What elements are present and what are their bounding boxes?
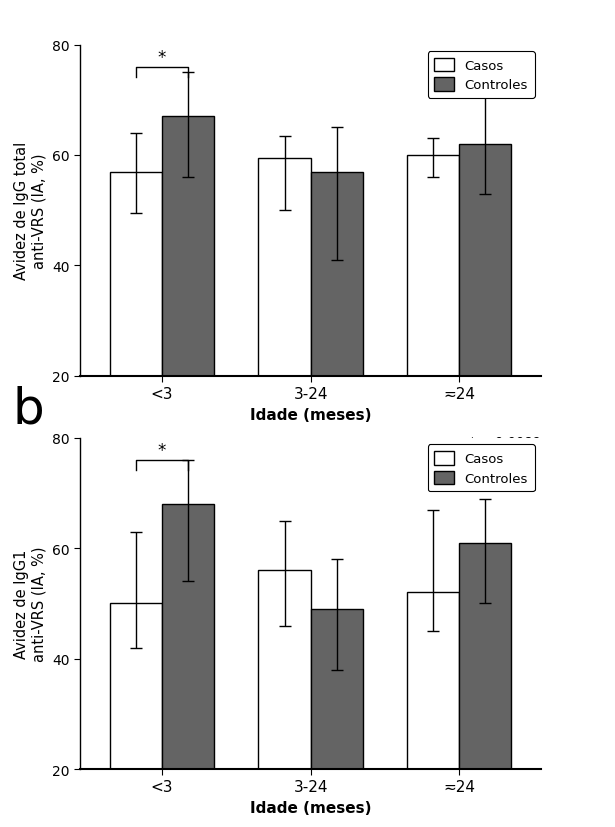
Text: *p=0,0089: *p=0,0089 [469,436,541,449]
Y-axis label: Avidez de IgG total
anti-VRS (IA, %): Avidez de IgG total anti-VRS (IA, %) [14,142,46,280]
Bar [459,145,512,376]
Bar [311,172,363,376]
Text: *: * [157,442,166,459]
X-axis label: Idade (meses): Idade (meses) [250,800,371,815]
Bar [258,159,311,376]
Text: b: b [12,385,44,433]
Bar [407,593,459,769]
Text: *: * [157,49,166,66]
Bar [162,117,214,376]
Bar [311,609,363,769]
Bar [407,155,459,376]
Legend: Casos, Controles: Casos, Controles [427,445,534,492]
Bar [109,604,162,769]
Bar [258,571,311,769]
Bar [162,504,214,769]
Bar [459,543,512,769]
X-axis label: Idade (meses): Idade (meses) [250,407,371,423]
Y-axis label: Avidez de IgG1
anti-VRS (IA, %): Avidez de IgG1 anti-VRS (IA, %) [14,546,46,662]
Legend: Casos, Controles: Casos, Controles [427,52,534,99]
Bar [109,172,162,376]
